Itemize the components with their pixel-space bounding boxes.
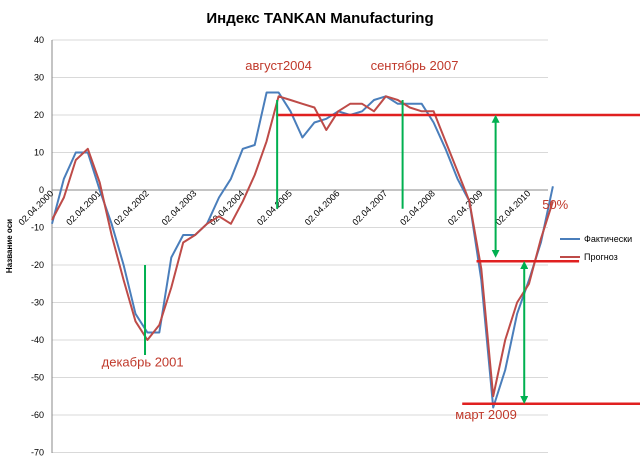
y-tick-label: 40: [34, 35, 44, 45]
x-tick-label: 02.04.2000: [16, 188, 55, 227]
y-tick-label: -10: [31, 223, 44, 233]
y-tick-label: -40: [31, 335, 44, 345]
y-tick-labels: 40 30 20 10 0 -10 -20 -30 -40 -50 -60 -70: [31, 35, 44, 458]
legend-label: Прогноз: [584, 252, 618, 262]
x-tick-labels: 02.04.2000 02.04.2001 02.04.2002 02.04.2003…: [16, 188, 532, 227]
annotation-label: сентябрь 2007: [371, 58, 459, 73]
annotation-label: март 2009: [455, 407, 517, 422]
y-tick-label: -60: [31, 410, 44, 420]
y-tick-label: 0: [39, 185, 44, 195]
y-tick-label: -30: [31, 298, 44, 308]
y-tick-label: -70: [31, 448, 44, 458]
annotation-label: декабрь 2001: [102, 354, 184, 369]
legend: Фактически Прогноз: [560, 234, 632, 262]
legend-label: Фактически: [584, 234, 632, 244]
y-tick-label: 10: [34, 148, 44, 158]
x-tick-label: 02.04.2002: [112, 188, 151, 227]
x-tick-label: 02.04.2008: [398, 188, 437, 227]
x-tick-label: 02.04.2010: [493, 188, 532, 227]
series-line: [51, 95, 554, 398]
y-tick-label: 30: [34, 73, 44, 83]
y-axis-label: Название оси: [5, 219, 14, 273]
x-tick-label: 02.04.2005: [255, 188, 294, 227]
x-tick-label: 02.04.2006: [303, 188, 342, 227]
x-tick-label: 02.04.2003: [160, 188, 199, 227]
series-lines: [51, 91, 554, 409]
chart-title: Индекс TANKAN Manufacturing: [206, 10, 433, 27]
annotation-label: август2004: [245, 58, 312, 73]
y-tick-label: -20: [31, 260, 44, 270]
gridlines: [52, 39, 548, 453]
x-tick-label: 02.04.2001: [64, 188, 103, 227]
y-tick-label: 20: [34, 110, 44, 120]
y-tick-label: -50: [31, 373, 44, 383]
x-tick-label: 02.04.2007: [350, 188, 389, 227]
annotations: август2004 сентябрь 2007 декабрь 2001 март …: [102, 58, 640, 422]
annotation-label: 50%: [542, 197, 568, 212]
